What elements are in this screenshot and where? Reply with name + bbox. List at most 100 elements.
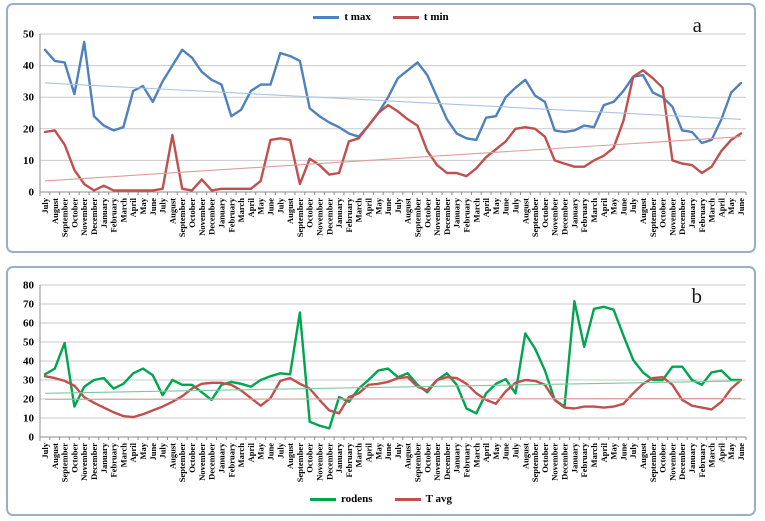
svg-text:November: November bbox=[314, 443, 324, 481]
svg-text:September: September bbox=[295, 198, 305, 237]
svg-text:10: 10 bbox=[23, 155, 35, 167]
svg-text:March: March bbox=[707, 198, 717, 223]
svg-text:February: February bbox=[226, 197, 236, 232]
t-avg-trend-line bbox=[44, 397, 742, 400]
svg-text:30: 30 bbox=[23, 92, 35, 104]
svg-text:December: December bbox=[324, 198, 334, 235]
svg-text:June: June bbox=[501, 198, 511, 216]
svg-text:50: 50 bbox=[23, 29, 35, 41]
svg-text:March: March bbox=[589, 443, 599, 468]
svg-text:0: 0 bbox=[29, 432, 35, 444]
svg-text:May: May bbox=[138, 197, 148, 214]
svg-text:February: February bbox=[579, 442, 589, 477]
legend-b: rodens T avg bbox=[8, 493, 754, 505]
svg-text:0: 0 bbox=[29, 187, 35, 199]
svg-text:June: June bbox=[618, 198, 628, 216]
svg-text:November: November bbox=[550, 443, 560, 481]
tmin-line-swatch bbox=[392, 15, 419, 19]
chart-panel-b: 0 10 20 30 40 50 60 70 80 July August September Octo… bbox=[6, 266, 756, 516]
svg-text:December: December bbox=[207, 443, 217, 480]
svg-text:80: 80 bbox=[23, 280, 35, 292]
svg-text:December: December bbox=[677, 443, 687, 480]
svg-text:April: April bbox=[599, 442, 609, 462]
svg-text:September: September bbox=[413, 198, 423, 237]
svg-text:January: January bbox=[216, 442, 226, 473]
svg-text:January: January bbox=[99, 442, 109, 473]
svg-text:November: November bbox=[432, 198, 442, 236]
svg-text:December: December bbox=[89, 198, 99, 235]
svg-text:September: September bbox=[648, 198, 658, 237]
svg-text:June: June bbox=[736, 443, 746, 461]
svg-text:November: November bbox=[79, 443, 89, 481]
svg-text:October: October bbox=[540, 443, 550, 473]
svg-text:February: February bbox=[462, 197, 472, 232]
svg-text:November: November bbox=[667, 198, 677, 236]
svg-text:September: September bbox=[177, 198, 187, 237]
legend-a: t max t min bbox=[8, 11, 754, 23]
svg-text:August: August bbox=[167, 443, 177, 469]
svg-text:September: September bbox=[60, 198, 70, 237]
svg-text:October: October bbox=[187, 198, 197, 228]
svg-text:December: December bbox=[560, 443, 570, 480]
svg-text:June: June bbox=[265, 198, 275, 216]
tmax-line-swatch bbox=[313, 15, 340, 19]
svg-text:October: October bbox=[658, 443, 668, 473]
legend-item-tavg: T avg bbox=[394, 493, 452, 505]
svg-text:October: October bbox=[69, 443, 79, 473]
svg-text:November: November bbox=[197, 198, 207, 236]
svg-text:October: October bbox=[422, 443, 432, 473]
svg-text:20: 20 bbox=[23, 123, 35, 135]
svg-text:July: July bbox=[393, 442, 403, 458]
legend-label-tavg: T avg bbox=[425, 493, 452, 505]
svg-text:May: May bbox=[726, 197, 736, 214]
svg-text:April: April bbox=[716, 442, 726, 462]
panel-letter-a: a bbox=[692, 13, 702, 37]
svg-text:September: September bbox=[530, 198, 540, 237]
svg-text:March: March bbox=[118, 198, 128, 223]
svg-text:July: July bbox=[275, 197, 285, 213]
svg-text:February: February bbox=[109, 197, 119, 232]
svg-text:April: April bbox=[599, 197, 609, 217]
svg-text:July: July bbox=[511, 197, 521, 213]
svg-text:October: October bbox=[69, 198, 79, 228]
svg-text:May: May bbox=[256, 442, 266, 459]
svg-text:November: November bbox=[314, 198, 324, 236]
svg-text:July: July bbox=[628, 197, 638, 213]
legend-item-tmin: t min bbox=[392, 11, 449, 23]
t-max-line bbox=[43, 40, 743, 145]
svg-text:March: March bbox=[354, 443, 364, 468]
svg-text:70: 70 bbox=[23, 299, 35, 311]
svg-text:October: October bbox=[305, 443, 315, 473]
legend-label-tmin: t min bbox=[423, 11, 449, 23]
svg-text:December: December bbox=[677, 198, 687, 235]
svg-text:December: December bbox=[89, 443, 99, 480]
svg-text:April: April bbox=[363, 197, 373, 217]
rodens-line-swatch bbox=[310, 497, 336, 501]
svg-text:August: August bbox=[638, 443, 648, 469]
svg-text:July: July bbox=[275, 442, 285, 458]
legend-label-rodens: rodens bbox=[341, 493, 373, 505]
svg-text:March: March bbox=[236, 443, 246, 468]
svg-text:October: October bbox=[187, 443, 197, 473]
svg-text:April: April bbox=[363, 442, 373, 462]
rodens-line bbox=[43, 300, 743, 430]
rodens-trend-line bbox=[44, 380, 742, 394]
svg-text:January: January bbox=[99, 197, 109, 228]
svg-text:March: March bbox=[354, 198, 364, 223]
svg-text:January: January bbox=[687, 197, 697, 228]
svg-text:June: June bbox=[501, 443, 511, 461]
svg-text:June: June bbox=[265, 443, 275, 461]
svg-text:December: December bbox=[442, 198, 452, 235]
svg-text:March: March bbox=[707, 443, 717, 468]
svg-text:January: January bbox=[334, 197, 344, 228]
svg-text:April: April bbox=[716, 197, 726, 217]
svg-text:July: July bbox=[511, 442, 521, 458]
svg-text:November: November bbox=[79, 198, 89, 236]
svg-text:February: February bbox=[462, 442, 472, 477]
svg-text:December: December bbox=[560, 198, 570, 235]
svg-text:January: January bbox=[452, 442, 462, 473]
svg-text:June: June bbox=[148, 443, 158, 461]
svg-text:March: March bbox=[471, 198, 481, 223]
svg-text:August: August bbox=[167, 198, 177, 224]
